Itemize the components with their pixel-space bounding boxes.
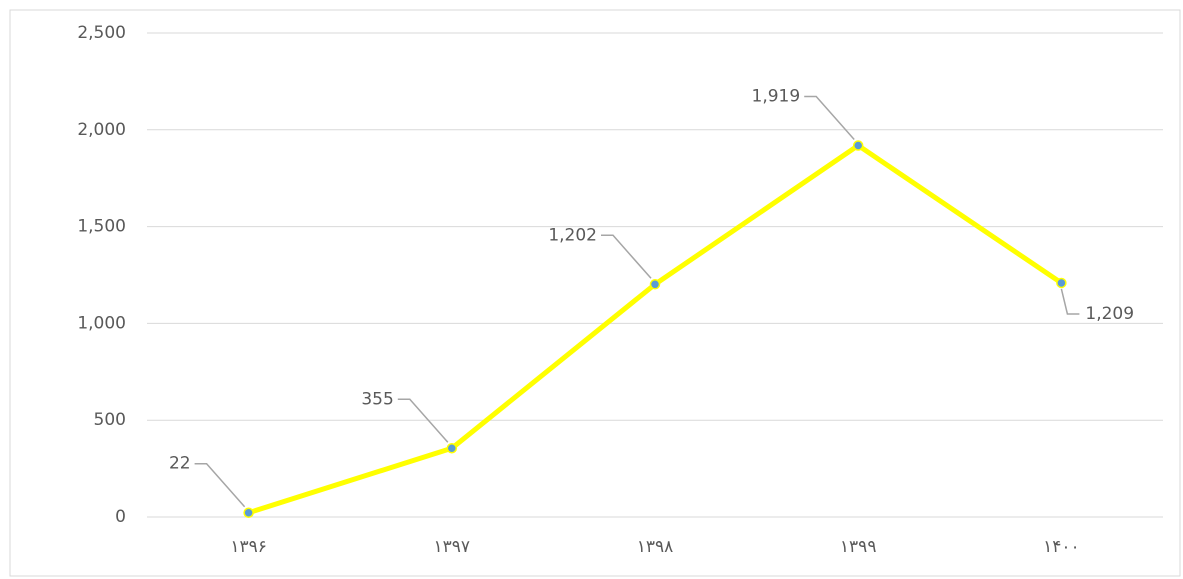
chart-border <box>9 9 1181 577</box>
x-tick-label: ۱۳۹۷ <box>434 537 471 557</box>
marker <box>852 140 864 151</box>
y-tick-label: 2,000 <box>77 120 126 140</box>
leader-line <box>601 234 652 279</box>
leader-line <box>194 462 246 508</box>
y-tick-label: 0 <box>115 507 126 527</box>
y-tick-label: 1,000 <box>77 313 126 333</box>
leader-line <box>804 95 855 140</box>
leader-line <box>1060 288 1080 315</box>
data-label: 1,202 <box>548 225 597 245</box>
marker <box>446 443 458 454</box>
x-tick-label: ۱۳۹۹ <box>840 537 877 557</box>
marker <box>243 507 254 518</box>
data-label: 355 <box>361 389 393 409</box>
leader-line <box>397 398 449 443</box>
data-label: 1,209 <box>1085 304 1134 324</box>
y-tick-label: 2,500 <box>77 23 126 43</box>
marker <box>649 279 661 290</box>
data-label: 1,919 <box>752 86 801 106</box>
y-tick-label: 500 <box>94 410 126 430</box>
x-tick-label: ۱۳۹۶ <box>230 537 267 557</box>
x-tick-label: ۱۳۹۸ <box>637 537 674 557</box>
x-tick-label: ۱۴۰۰ <box>1043 537 1080 557</box>
y-tick-label: 1,500 <box>77 217 126 237</box>
marker <box>1056 277 1067 289</box>
data-label: 22 <box>169 454 191 474</box>
